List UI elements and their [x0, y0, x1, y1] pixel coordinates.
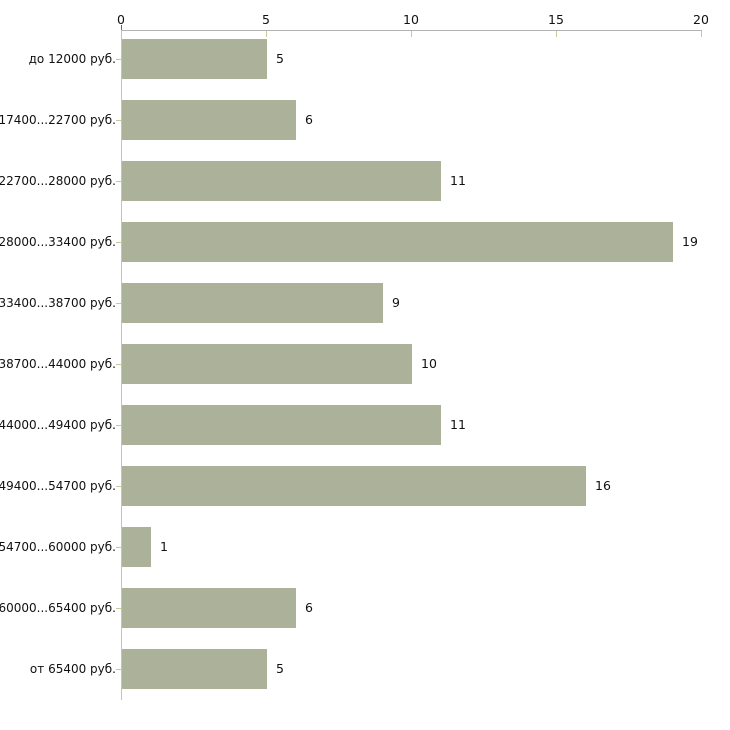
y-tick-mark: [116, 242, 121, 243]
x-tick-mark: [411, 31, 412, 37]
bar-value-label: 9: [392, 295, 400, 310]
bar-value-label: 19: [682, 234, 698, 249]
bar: [122, 222, 673, 262]
bar: [122, 39, 267, 79]
category-label: от 65400 руб.: [29, 662, 116, 676]
bar-value-label: 16: [595, 478, 611, 493]
bar: [122, 161, 441, 201]
category-label: 54700...60000 руб.: [0, 540, 116, 554]
bar: [122, 100, 296, 140]
category-label: 17400...22700 руб.: [0, 113, 116, 127]
category-label: 28000...33400 руб.: [0, 235, 116, 249]
bar-value-label: 1: [160, 539, 168, 554]
y-tick-mark: [116, 669, 121, 670]
y-tick-mark: [116, 59, 121, 60]
y-tick-mark: [116, 425, 121, 426]
bar-value-label: 5: [276, 51, 284, 66]
x-tick-label: 5: [262, 12, 270, 27]
category-label: 44000...49400 руб.: [0, 418, 116, 432]
y-axis-line: [121, 30, 122, 700]
category-label: 49400...54700 руб.: [0, 479, 116, 493]
bar: [122, 344, 412, 384]
bar: [122, 588, 296, 628]
bar-value-label: 6: [305, 600, 313, 615]
category-label: 38700...44000 руб.: [0, 357, 116, 371]
y-tick-mark: [116, 181, 121, 182]
y-tick-mark: [116, 303, 121, 304]
bar-value-label: 10: [421, 356, 437, 371]
y-tick-mark: [116, 486, 121, 487]
category-label: 60000...65400 руб.: [0, 601, 116, 615]
category-label: 33400...38700 руб.: [0, 296, 116, 310]
x-tick-mark: [266, 31, 267, 37]
x-tick-label: 10: [403, 12, 419, 27]
category-label: до 12000 руб.: [28, 52, 116, 66]
x-tick-label: 20: [693, 12, 709, 27]
bar-value-label: 6: [305, 112, 313, 127]
x-tick-label: 0: [117, 12, 125, 27]
bar-value-label: 11: [450, 417, 466, 432]
y-tick-mark: [116, 547, 121, 548]
bar: [122, 649, 267, 689]
x-tick-label: 15: [548, 12, 564, 27]
bar: [122, 527, 151, 567]
x-axis-line: [121, 30, 702, 31]
y-tick-mark: [116, 608, 121, 609]
y-tick-mark: [116, 120, 121, 121]
y-tick-mark: [116, 364, 121, 365]
bar: [122, 283, 383, 323]
bar: [122, 466, 586, 506]
x-tick-mark: [121, 25, 122, 30]
category-label: 22700...28000 руб.: [0, 174, 116, 188]
x-tick-mark: [556, 31, 557, 37]
bar-value-label: 5: [276, 661, 284, 676]
x-tick-mark: [701, 31, 702, 37]
bar: [122, 405, 441, 445]
bar-value-label: 11: [450, 173, 466, 188]
